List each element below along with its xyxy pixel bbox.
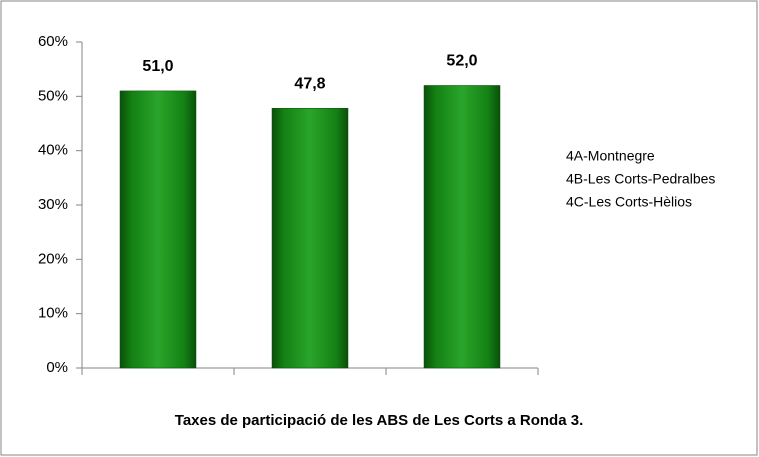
- y-tick-label: 30%: [38, 196, 68, 213]
- y-tick-label: 10%: [38, 305, 68, 322]
- chart-title: Taxes de participació de les ABS de Les …: [175, 412, 583, 429]
- legend-entry: 4A-Montnegre: [566, 148, 655, 164]
- data-label: 47,8: [294, 76, 325, 93]
- y-tick-label: 40%: [38, 142, 68, 159]
- legend-entry: 4B-Les Corts-Pedralbes: [566, 171, 715, 187]
- y-tick-label: 50%: [38, 87, 68, 104]
- bar: [423, 85, 501, 369]
- y-tick-label: 0%: [46, 359, 68, 376]
- bar: [119, 90, 197, 369]
- data-label: 52,0: [446, 53, 477, 70]
- legend-entry: 4C-Les Corts-Hèlios: [566, 194, 692, 210]
- bar: [271, 108, 349, 369]
- y-tick-label: 60%: [38, 33, 68, 50]
- y-tick-label: 20%: [38, 250, 68, 267]
- data-label: 51,0: [142, 58, 173, 75]
